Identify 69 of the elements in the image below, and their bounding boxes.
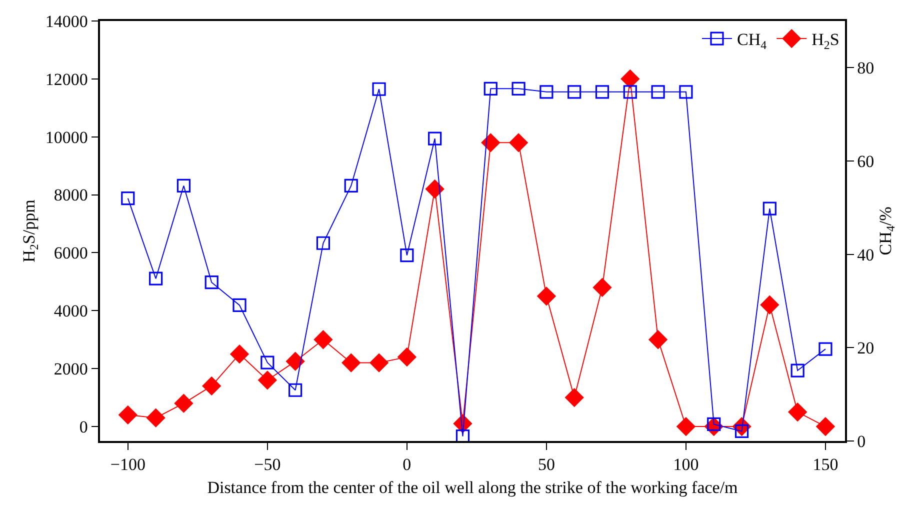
point [400,248,414,262]
point [121,192,135,206]
y-tick-label: 8000 [54,186,88,205]
point [288,383,302,397]
y-tick-label: 10000 [45,128,88,147]
point [204,276,218,290]
x-tick-label: 0 [402,455,412,474]
point [762,202,776,216]
point [176,178,191,193]
point [314,330,332,349]
y2-tick-label: 0 [857,432,866,451]
y2-tick-label: 60 [857,152,874,171]
point [426,180,444,198]
point [286,352,305,371]
y2-tick-label: 80 [857,58,874,78]
legend-label: H$_{2}$S [812,30,840,52]
x-tick-label: 100 [673,455,699,474]
point [258,370,277,390]
point [398,348,416,366]
point [816,417,835,436]
point [260,356,274,370]
point [651,85,665,99]
point [512,82,526,96]
point [146,408,166,428]
y-tick-label: 14000 [45,12,88,31]
point [232,298,246,312]
x-tick-label: 50 [538,455,555,474]
y-tick-label: 4000 [54,302,88,321]
point [456,430,470,441]
point [370,354,388,372]
y-tick-label: 0 [79,417,88,436]
point [565,388,584,407]
y2-tick-label: 40 [857,245,874,264]
point [593,278,612,297]
point [623,85,637,99]
point [760,296,779,314]
point [174,394,193,413]
y-tick-label: 2000 [54,360,88,379]
point [818,342,832,356]
point [202,376,221,396]
point [428,132,442,146]
point [676,417,696,436]
point [620,70,640,88]
point [788,402,807,422]
legend-label: CH$_{4}$ [737,30,767,52]
point [540,85,554,99]
point [484,82,498,96]
point [648,330,668,349]
x-tick-label: 150 [812,455,838,474]
point [230,344,249,364]
point [537,286,556,306]
point [595,85,610,99]
y2-tick-label: 20 [857,338,874,358]
y-tick-label: 12000 [45,70,88,89]
point [344,178,358,193]
x-tick-label: −100 [110,455,146,474]
x-tick-label: −50 [254,455,281,474]
point [790,364,804,378]
point [372,82,386,96]
point [342,354,360,372]
y-tick-label: 6000 [54,244,88,263]
point [509,133,528,152]
point [679,85,693,99]
point [118,406,138,424]
point [316,236,330,250]
point [568,85,582,99]
point [149,272,163,286]
x-axis-title: Distance from the center of the oil well along the strike of the working face/m [207,478,738,498]
point [481,133,500,152]
